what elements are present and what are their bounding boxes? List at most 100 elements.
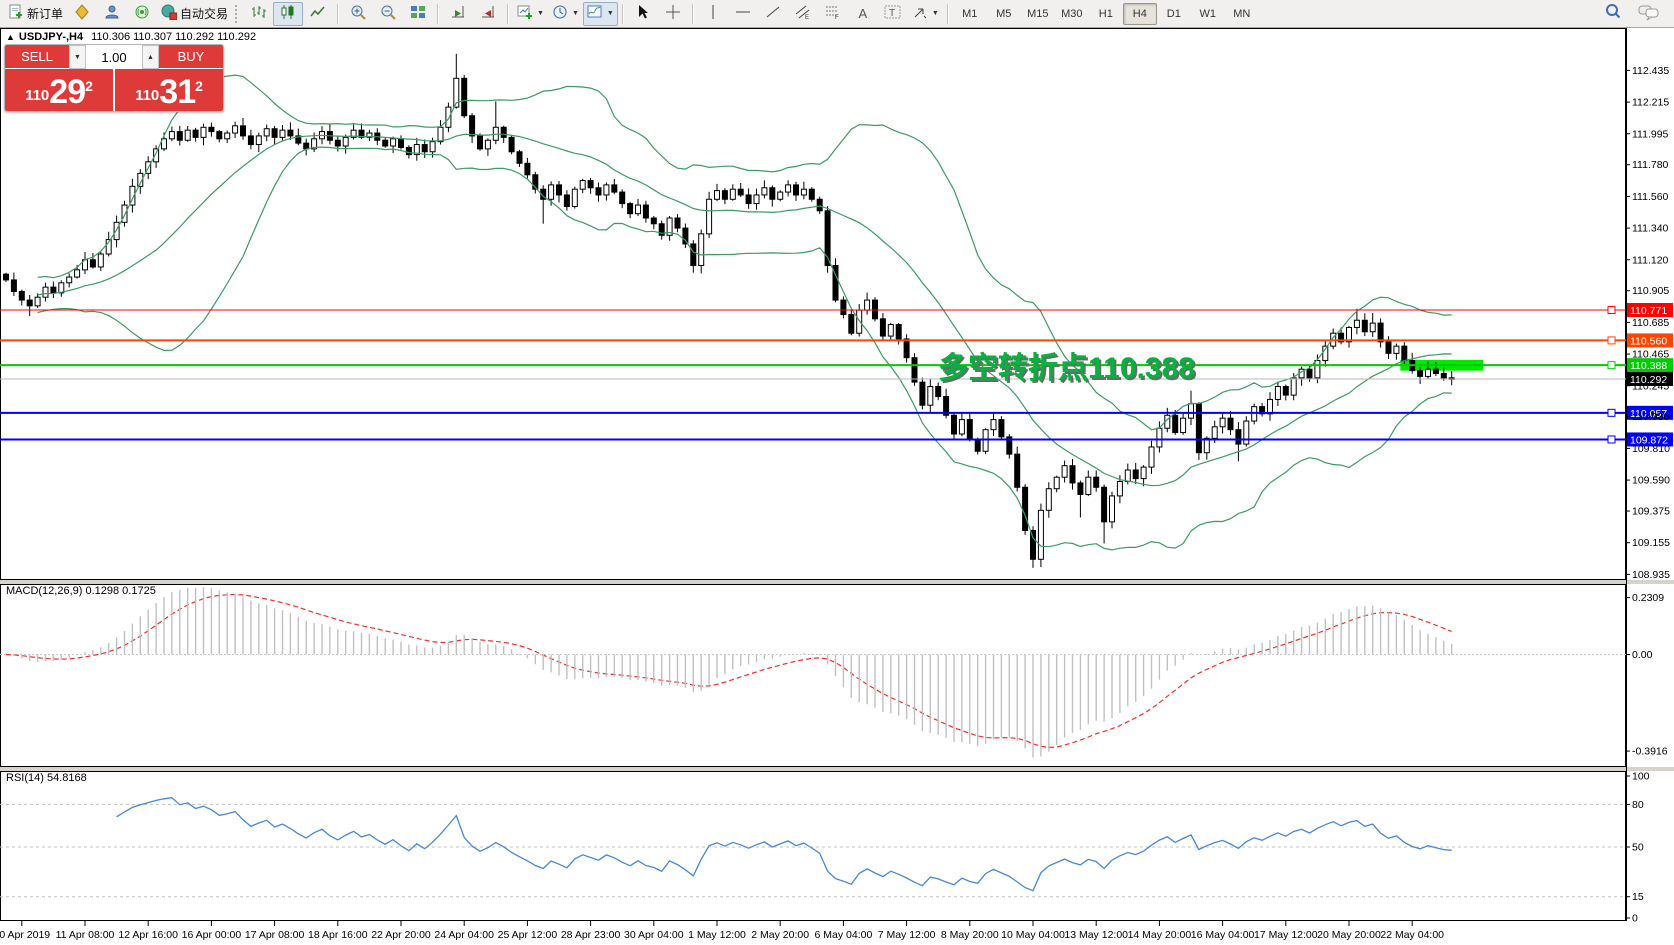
auto-scroll-button[interactable] [443, 2, 473, 26]
tf-m5-button[interactable]: M5 [996, 7, 1012, 20]
tile-windows-button[interactable] [403, 2, 433, 26]
svg-text:110.465: 110.465 [1632, 349, 1669, 361]
svg-text:80: 80 [1632, 799, 1644, 811]
auto-scroll-icon [450, 4, 466, 23]
bollinger-bands [37, 74, 1452, 551]
tf-w1-button[interactable]: W1 [1199, 7, 1217, 20]
svg-text:2 May 20:00: 2 May 20:00 [751, 929, 809, 941]
chevron-down-icon[interactable]: ▼ [606, 10, 614, 17]
buy-price-prefix: 110 [135, 87, 160, 104]
tf-m30-button[interactable]: M30 [1061, 7, 1083, 20]
new-order-label: 新订单 [27, 7, 64, 21]
svg-text:多空转折点110.388: 多空转折点110.388 [940, 354, 1197, 387]
tf-h4-button[interactable]: H4 [1122, 2, 1157, 25]
toolbar-separator [621, 3, 624, 24]
zoom-in-icon [350, 4, 366, 23]
chevron-down-icon[interactable]: ▼ [537, 10, 544, 17]
indicators-button[interactable]: ▼ [582, 1, 618, 26]
rsi-label: RSI(14) 54.8168 [6, 772, 87, 784]
macd-panel[interactable]: 0.2309 0.00 -0.3916 [0, 592, 1668, 758]
crosshair-button[interactable] [658, 2, 688, 26]
search-button[interactable] [1598, 2, 1628, 26]
volume-up-button[interactable]: ▲ [142, 45, 159, 69]
hlines[interactable]: 110.771 110.560 110.388 110.057 109.872 [0, 303, 1673, 447]
chart-shift-button[interactable] [473, 2, 503, 26]
tf-d1-button[interactable]: D1 [1166, 7, 1181, 20]
buy-price-button[interactable]: 110 31 2 [115, 69, 223, 111]
tf-m1-button[interactable]: M1 [962, 7, 978, 20]
arrows-button[interactable]: ▼ [908, 2, 943, 26]
text-label-button[interactable]: T [878, 2, 908, 26]
periods-button[interactable]: ▼ [548, 2, 583, 26]
svg-text:50: 50 [1632, 842, 1644, 854]
line-chart-button[interactable] [303, 2, 333, 26]
svg-text:109.155: 109.155 [1632, 537, 1670, 549]
profile-icon [104, 4, 120, 23]
rsi-panel[interactable]: 100 80 50 15 0 [0, 771, 1650, 925]
buy-button[interactable]: BUY [159, 45, 223, 69]
price-axis[interactable]: 112.435 112.215 111.995 111.780 111.560 111.3… [1626, 65, 1670, 581]
channel-button[interactable]: E [788, 2, 818, 26]
volume-input[interactable] [86, 45, 142, 69]
new-chart-button[interactable]: ▼ [513, 2, 548, 26]
svg-text:20 May 20:00: 20 May 20:00 [1317, 929, 1381, 941]
svg-text:多空转折点110.388: 多空转折点110.388 [938, 352, 1195, 385]
zoom-out-icon [380, 4, 396, 23]
toolbar-grip[interactable] [235, 4, 240, 23]
crosshair-icon [665, 4, 681, 23]
trendline-button[interactable] [758, 2, 788, 26]
horizontal-line-button[interactable] [728, 2, 758, 26]
autotrade-button[interactable]: 自动交易 [157, 2, 232, 26]
vertical-line-button[interactable] [698, 2, 728, 26]
cursor-button[interactable] [628, 2, 658, 26]
svg-text:112.435: 112.435 [1632, 65, 1669, 77]
zoom-in-button[interactable] [343, 2, 373, 26]
svg-text:110.292: 110.292 [1630, 374, 1667, 386]
new-order-button[interactable]: 新订单 [4, 2, 67, 26]
tile-windows-icon [410, 4, 426, 23]
svg-text:110.245: 110.245 [1632, 380, 1669, 392]
svg-text:110.030: 110.030 [1632, 411, 1669, 423]
volume-down-button[interactable]: ▼ [69, 45, 86, 69]
chat-button[interactable] [1634, 2, 1664, 26]
text-label-icon: T [884, 4, 902, 23]
zoom-out-button[interactable] [373, 2, 403, 26]
svg-text:0.2309: 0.2309 [1632, 592, 1664, 604]
svg-text:110.057: 110.057 [1630, 408, 1667, 420]
collapse-arrow-icon[interactable]: ▲ [6, 32, 15, 42]
search-icon [1604, 3, 1622, 24]
svg-text:110.560: 110.560 [1630, 335, 1667, 347]
fibonacci-button[interactable]: F [818, 2, 848, 26]
svg-text:112.215: 112.215 [1632, 97, 1669, 109]
tf-m15-button[interactable]: M15 [1027, 7, 1049, 20]
candlestick-button[interactable] [273, 1, 304, 26]
chevron-down-icon[interactable]: ▼ [931, 10, 939, 17]
bollinger-middle-line [37, 133, 1452, 487]
sell-button[interactable]: SELL [5, 45, 69, 69]
candlestick-icon [280, 4, 296, 23]
toolbar-separator [507, 3, 510, 24]
macd-label: MACD(12,26,9) 0.1298 0.1725 [6, 585, 156, 597]
svg-text:E: E [805, 15, 809, 20]
arrow-tools-icon [912, 4, 928, 23]
market-button[interactable] [97, 2, 127, 26]
tf-h1-button[interactable]: H1 [1098, 7, 1113, 20]
svg-text:F: F [835, 15, 839, 20]
svg-text:28 Apr 23:00: 28 Apr 23:00 [561, 929, 621, 941]
ohlc-values: 110.306 110.307 110.292 110.292 [91, 31, 257, 43]
sell-price-button[interactable]: 110 29 2 [5, 69, 113, 111]
svg-text:-0.3916: -0.3916 [1632, 746, 1668, 758]
tf-mn-button[interactable]: MN [1233, 7, 1251, 20]
chart-ohlc-header: ▲ USDJPY-,H4 110.306 110.307 110.292 110.2… [6, 31, 256, 43]
chevron-down-icon[interactable]: ▼ [571, 10, 579, 17]
fibonacci-icon: F [825, 4, 841, 23]
svg-text:T: T [889, 8, 895, 19]
chart-area[interactable]: 110.771 110.560 110.388 110.057 109.872 110.2… [0, 28, 1674, 945]
metaeditor-button[interactable] [67, 2, 97, 26]
svg-text:109.375: 109.375 [1632, 506, 1670, 518]
signals-button[interactable] [127, 2, 157, 26]
bar-chart-button[interactable] [243, 2, 273, 26]
text-button[interactable]: A [848, 2, 878, 26]
